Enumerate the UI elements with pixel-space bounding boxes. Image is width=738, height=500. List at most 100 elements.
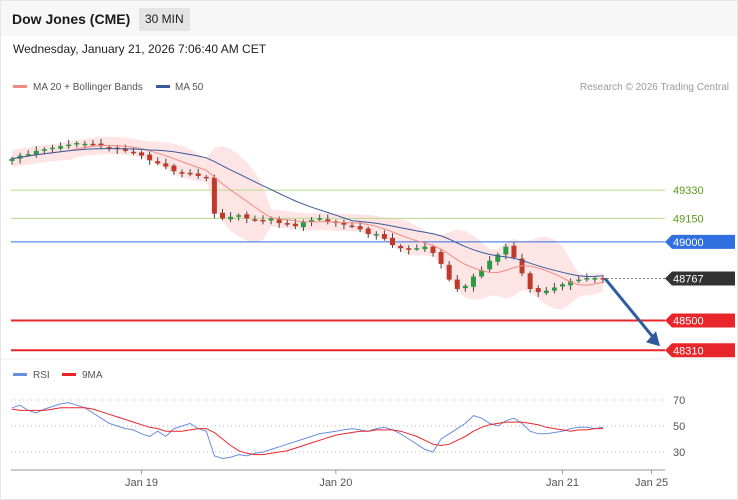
candle-body (33, 150, 39, 155)
candle-body (487, 260, 493, 270)
candle-body (122, 148, 128, 151)
candle-body (74, 142, 80, 145)
legend-swatch-ma50 (156, 85, 170, 88)
forecast-arrow-head (646, 331, 660, 347)
candle-body (268, 218, 274, 221)
candle-body (503, 246, 509, 255)
candle-body (155, 161, 161, 164)
level-label-48767: 48767 (673, 274, 704, 286)
candle-body (171, 165, 177, 172)
level-label-49150: 49150 (673, 213, 704, 225)
candle-body (163, 163, 169, 167)
candle-body (479, 270, 485, 277)
candle-body (179, 172, 185, 174)
level-label-49330: 49330 (673, 185, 704, 197)
candle-body (398, 246, 404, 249)
level-label-49000: 49000 (673, 237, 704, 249)
candle-body (349, 225, 355, 228)
legend-label-ma50: MA 50 (175, 82, 204, 93)
candle-body (309, 219, 315, 222)
candle-body (446, 264, 452, 280)
rsi-tick-label-30: 30 (673, 447, 685, 459)
chart-datetime: Wednesday, January 21, 2026 7:06:40 AM C… (13, 42, 267, 56)
ma50-line (11, 148, 604, 278)
candle-body (130, 151, 136, 154)
price-legend: MA 20 + Bollinger Bands MA 50 (13, 82, 204, 93)
candle-body (106, 147, 112, 149)
level-label-48310: 48310 (673, 345, 704, 357)
candle-body (495, 254, 501, 262)
candle-body (551, 287, 557, 291)
candle-body (535, 288, 541, 293)
candle-body (390, 237, 396, 246)
candle-body (406, 248, 412, 250)
candle-body (276, 219, 282, 224)
candle-body (49, 147, 55, 150)
legend-label-rsi: RSI (33, 370, 50, 381)
candle-body (203, 176, 209, 179)
legend-swatch-ma20 (13, 85, 27, 88)
candle-body (568, 281, 574, 286)
level-tag-49000 (665, 234, 735, 249)
candle-body (592, 278, 598, 280)
candle-body (365, 228, 371, 235)
candle-body (600, 278, 606, 280)
candle-body (576, 279, 582, 282)
candle-body (90, 143, 96, 146)
candle-body (584, 278, 590, 280)
x-tick-label-Jan-21: Jan 21 (546, 477, 579, 489)
rsi-tick-label-50: 50 (673, 421, 685, 433)
price-levels (11, 189, 665, 352)
rsi-ma-line (11, 407, 603, 456)
ma20-line (11, 144, 604, 286)
candle-body (414, 248, 420, 250)
rsi-legend: RSI 9MA (13, 370, 103, 381)
candle-body (260, 219, 266, 222)
candle-body (195, 173, 201, 176)
candle-body (317, 218, 323, 220)
forecast-arrow-shaft (603, 277, 656, 340)
candle-body (462, 285, 468, 289)
candle-body (211, 177, 217, 214)
candle-body (373, 234, 379, 236)
candle-body (228, 216, 234, 220)
x-axis: Jan 19 Jan 20 Jan 21 Jan 25 (11, 469, 668, 489)
candle-body (543, 290, 549, 294)
candle-body (98, 143, 104, 147)
timeframe-button[interactable]: 30 MIN (139, 8, 190, 31)
candle-body (284, 223, 290, 225)
level-tag-48767 (665, 271, 735, 286)
candle-body (511, 245, 517, 258)
candle-body (244, 214, 250, 219)
candle-body (381, 234, 387, 239)
candle-body (236, 215, 242, 217)
candle-body (470, 276, 476, 287)
level-label-48500: 48500 (673, 315, 704, 327)
chart-header: Dow Jones (CME) 30 MIN (1, 1, 737, 36)
legend-label-ma20: MA 20 + Bollinger Bands (33, 82, 143, 93)
candle-body (560, 284, 566, 287)
candle-body (41, 149, 47, 151)
forecast-arrow (603, 277, 660, 347)
candle-body (82, 143, 88, 146)
candle-body (438, 251, 444, 264)
candle-body (454, 279, 460, 290)
candle-body (9, 158, 15, 162)
candle-body (187, 172, 193, 175)
x-tick-label-Jan-19: Jan 19 (125, 477, 158, 489)
bollinger-band-area (12, 136, 603, 310)
legend-swatch-rsi (13, 373, 27, 376)
rsi-panel: 70 50 30 (11, 395, 685, 460)
candle-body (66, 144, 72, 147)
candle-body (325, 219, 331, 222)
candle-body (422, 246, 428, 250)
candle-body (147, 154, 153, 161)
research-credit: Research © 2026 Trading Central (580, 82, 729, 93)
candle-body (25, 153, 31, 156)
candle-body (341, 222, 347, 225)
x-tick-label-Jan-20: Jan 20 (319, 477, 352, 489)
instrument-title: Dow Jones (CME) (12, 11, 131, 27)
candle-body (292, 223, 298, 227)
candle-body (252, 219, 258, 221)
